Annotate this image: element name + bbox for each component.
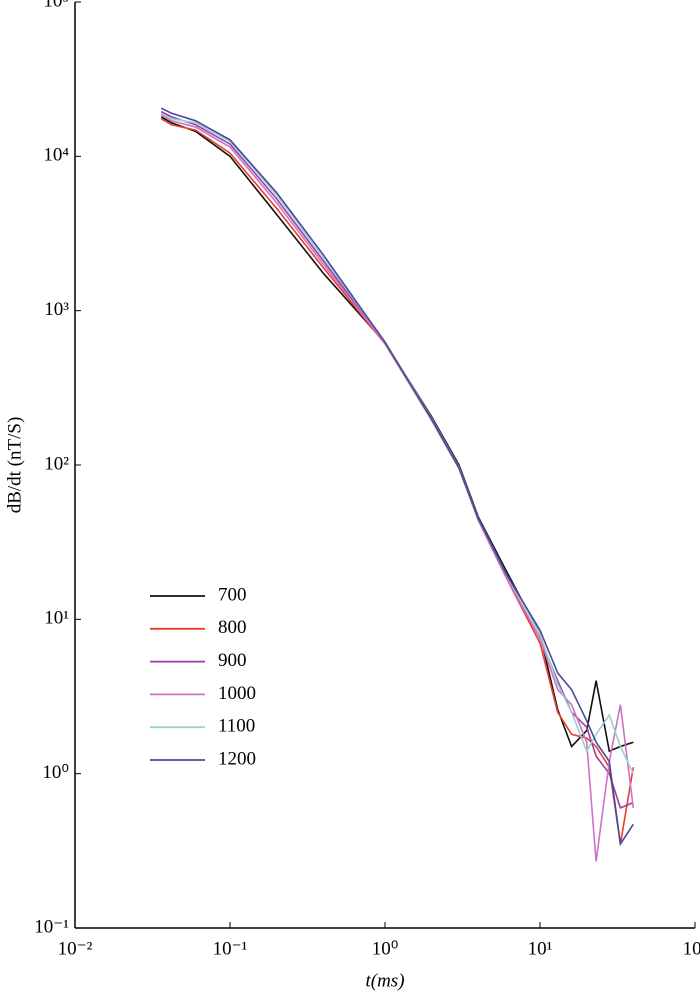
y-tick-label: 10³ [44, 299, 69, 320]
x-tick-label: 10⁻² [58, 938, 93, 959]
legend-label: 1200 [218, 748, 256, 769]
y-tick-label: 10⁵ [43, 0, 69, 11]
y-axis-label: dB/dt (nT/S) [4, 417, 25, 514]
series-line [160, 107, 634, 847]
x-tick-label: 10² [683, 938, 700, 959]
legend-label: 700 [218, 584, 247, 605]
legend-label: 1000 [218, 683, 256, 704]
y-tick-label: 10² [44, 453, 69, 474]
x-axis-label: t(ms) [365, 970, 404, 991]
y-tick-label: 10⁴ [43, 145, 69, 166]
y-tick-label: 10⁻¹ [34, 916, 69, 937]
series-line [160, 112, 635, 775]
x-tick-label: 10⁰ [372, 938, 399, 959]
x-tick-label: 10¹ [528, 938, 553, 959]
y-tick-label: 10¹ [44, 608, 69, 629]
legend-label: 900 [218, 650, 247, 671]
legend-label: 1100 [218, 716, 255, 737]
x-tick-label: 10⁻¹ [213, 938, 248, 959]
legend-label: 800 [218, 617, 247, 638]
y-tick-label: 10⁰ [42, 762, 69, 783]
